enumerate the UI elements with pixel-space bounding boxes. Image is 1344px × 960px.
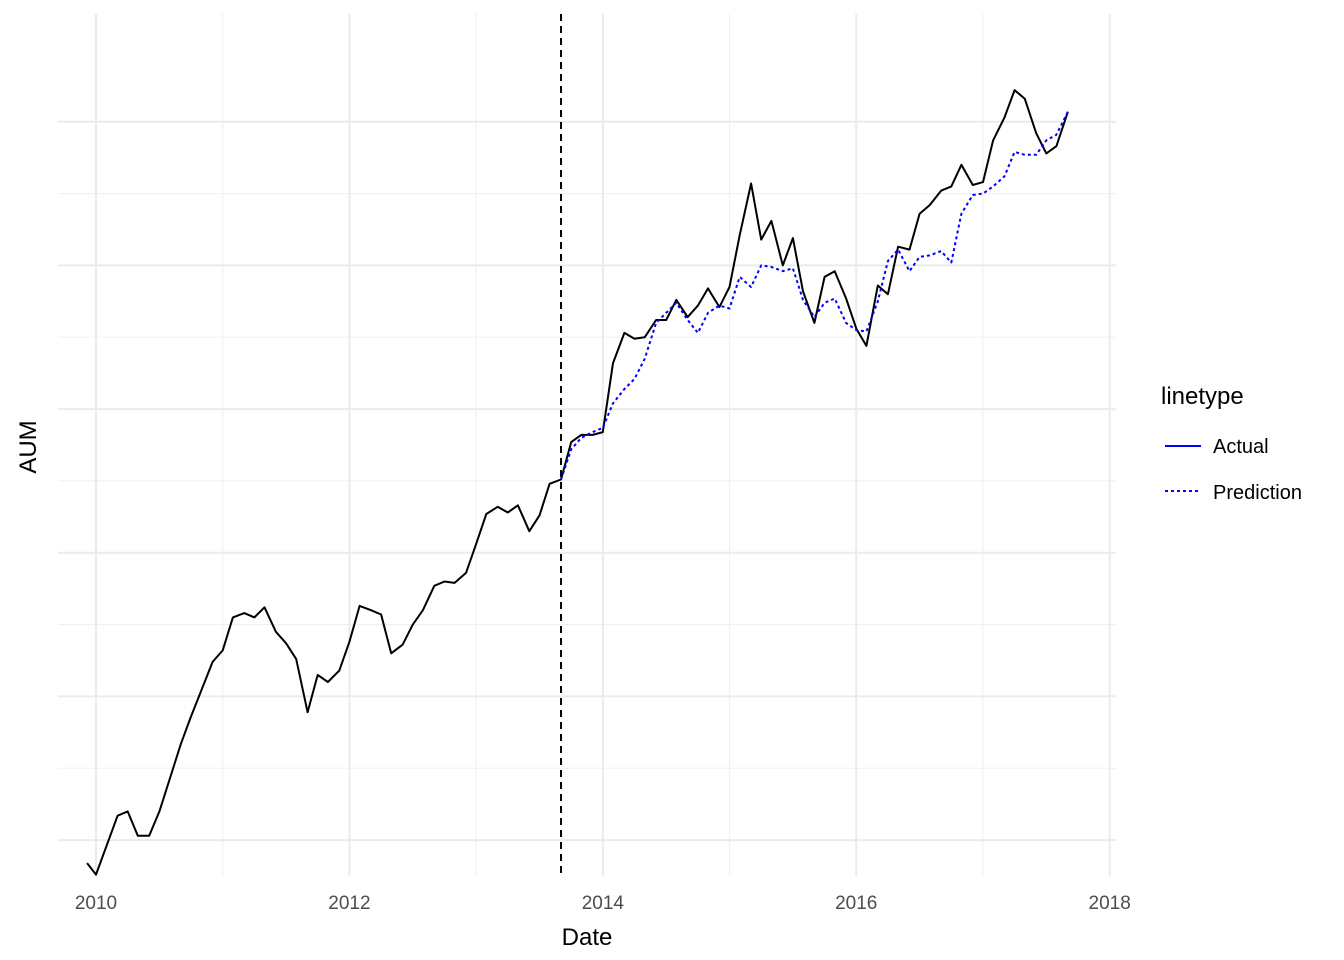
major-gridlines xyxy=(58,14,1116,876)
plot-panel xyxy=(58,14,1116,876)
series-layer xyxy=(86,89,1069,876)
y-axis-title: AUM xyxy=(15,420,42,473)
legend-label-actual: Actual xyxy=(1213,436,1269,458)
legend-label-prediction: Prediction xyxy=(1213,482,1302,504)
x-tick-label: 2014 xyxy=(582,893,625,914)
x-tick-label: 2012 xyxy=(328,893,370,914)
x-axis-ticks: 2010 2012 2014 2016 2018 xyxy=(75,893,1131,914)
legend-title: linetype xyxy=(1161,383,1244,410)
x-tick-label: 2010 xyxy=(75,893,117,914)
minor-gridlines xyxy=(58,14,1116,876)
x-tick-label: 2016 xyxy=(835,893,877,914)
x-tick-label: 2018 xyxy=(1089,893,1131,914)
x-axis-title: Date xyxy=(562,924,613,951)
series-line-prediction xyxy=(560,111,1069,480)
series-line-observed xyxy=(86,89,1069,876)
legend: linetype Actual Prediction xyxy=(1161,383,1302,504)
